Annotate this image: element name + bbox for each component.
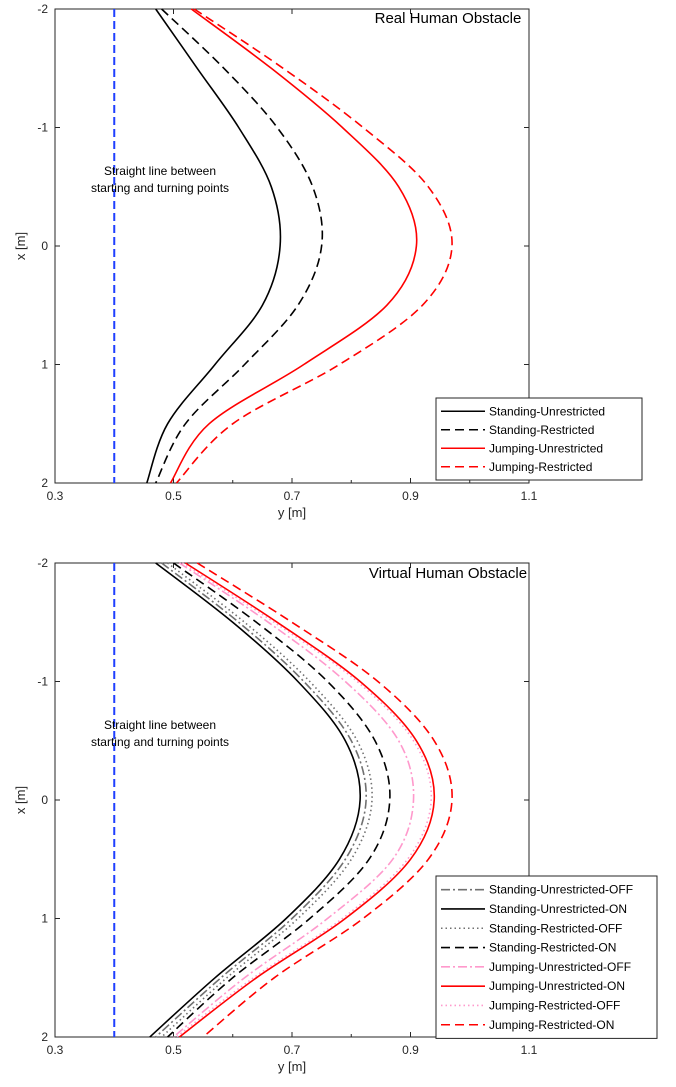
- legend-entry: Standing-Restricted-OFF: [489, 921, 622, 935]
- y-tick-label: -2: [37, 556, 48, 570]
- x-axis-label: y [m]: [278, 505, 306, 520]
- series-line-standing-unrestricted-off: [155, 562, 367, 1038]
- y-tick-label: 0: [41, 239, 48, 253]
- y-tick-label: 1: [41, 358, 48, 372]
- legend-entry: Standing-Unrestricted-OFF: [489, 883, 633, 897]
- y-axis-label: x [m]: [13, 786, 28, 814]
- x-tick-label: 0.7: [284, 1043, 301, 1057]
- x-axis-label: y [m]: [278, 1059, 306, 1074]
- legend-entry: Standing-Restricted: [489, 423, 594, 437]
- series-line-jumping-restricted-on: [196, 562, 453, 1038]
- legend-entry: Jumping-Unrestricted-ON: [489, 979, 625, 993]
- series-line-standing-restricted-on: [167, 562, 391, 1038]
- annotation-line: Straight line between: [104, 718, 216, 732]
- y-tick-label: -1: [37, 121, 48, 135]
- series-line-standing-restricted-off: [161, 562, 373, 1038]
- x-tick-label: 1.1: [521, 489, 538, 503]
- x-tick-label: 1.1: [521, 1043, 538, 1057]
- y-axis-label: x [m]: [13, 232, 28, 260]
- legend-entry: Jumping-Unrestricted: [489, 441, 603, 455]
- y-tick-label: 0: [41, 793, 48, 807]
- x-tick-label: 0.3: [47, 1043, 64, 1057]
- x-tick-label: 0.9: [402, 489, 419, 503]
- chart-title: Virtual Human Obstacle: [369, 565, 527, 582]
- legend-box: [435, 875, 658, 1039]
- legend: Standing-Unrestricted Standing-Restricted…: [435, 397, 643, 481]
- series-line-standing-restricted: [154, 8, 324, 484]
- series-line-jumping-restricted: [175, 8, 453, 484]
- series-line-standing-unrestricted-on: [149, 562, 361, 1038]
- annotation-line: starting and turning points: [91, 181, 229, 195]
- series-line-jumping-unrestricted: [169, 8, 418, 484]
- series-line-jumping-unrestricted-on: [178, 562, 436, 1038]
- y-tick-label: 2: [41, 1030, 48, 1044]
- x-tick-label: 0.5: [165, 489, 182, 503]
- y-tick-label: -2: [37, 2, 48, 16]
- legend-entry: Jumping-Unrestricted-OFF: [489, 960, 631, 974]
- legend-entry: Jumping-Restricted-OFF: [489, 998, 620, 1012]
- series-line-standing-unrestricted: [146, 8, 282, 484]
- y-tick-label: -1: [37, 675, 48, 689]
- x-tick-label: 0.7: [284, 489, 301, 503]
- legend-entry: Jumping-Restricted-ON: [489, 1018, 614, 1032]
- x-tick-label: 0.3: [47, 489, 64, 503]
- legend-entry: Standing-Restricted-ON: [489, 941, 616, 955]
- chart-panel-2: 0.3 0.5 0.7 0.9 1.1 -2 -1 0 1 2 y [m] x [m] Virtual …: [13, 556, 658, 1074]
- annotation-line: starting and turning points: [91, 735, 229, 749]
- series-line-jumping-unrestricted-off: [172, 562, 415, 1038]
- chart-panel-1: 0.3 0.5 0.7 0.9 1.1 -2 -1 0 1 2 y [m] x [m] Real Hum…: [13, 2, 643, 520]
- legend: Standing-Unrestricted-OFF Standing-Unrest…: [435, 875, 658, 1039]
- annotation-line: Straight line between: [104, 164, 216, 178]
- series-line-jumping-restricted-off: [176, 562, 433, 1038]
- legend-entry: Standing-Unrestricted: [489, 404, 605, 418]
- x-tick-label: 0.9: [402, 1043, 419, 1057]
- chart-title: Real Human Obstacle: [375, 10, 522, 27]
- legend-entry: Standing-Unrestricted-ON: [489, 902, 627, 916]
- y-tick-label: 1: [41, 912, 48, 926]
- legend-entry: Jumping-Restricted: [489, 460, 592, 474]
- x-tick-label: 0.5: [165, 1043, 182, 1057]
- y-tick-label: 2: [41, 476, 48, 490]
